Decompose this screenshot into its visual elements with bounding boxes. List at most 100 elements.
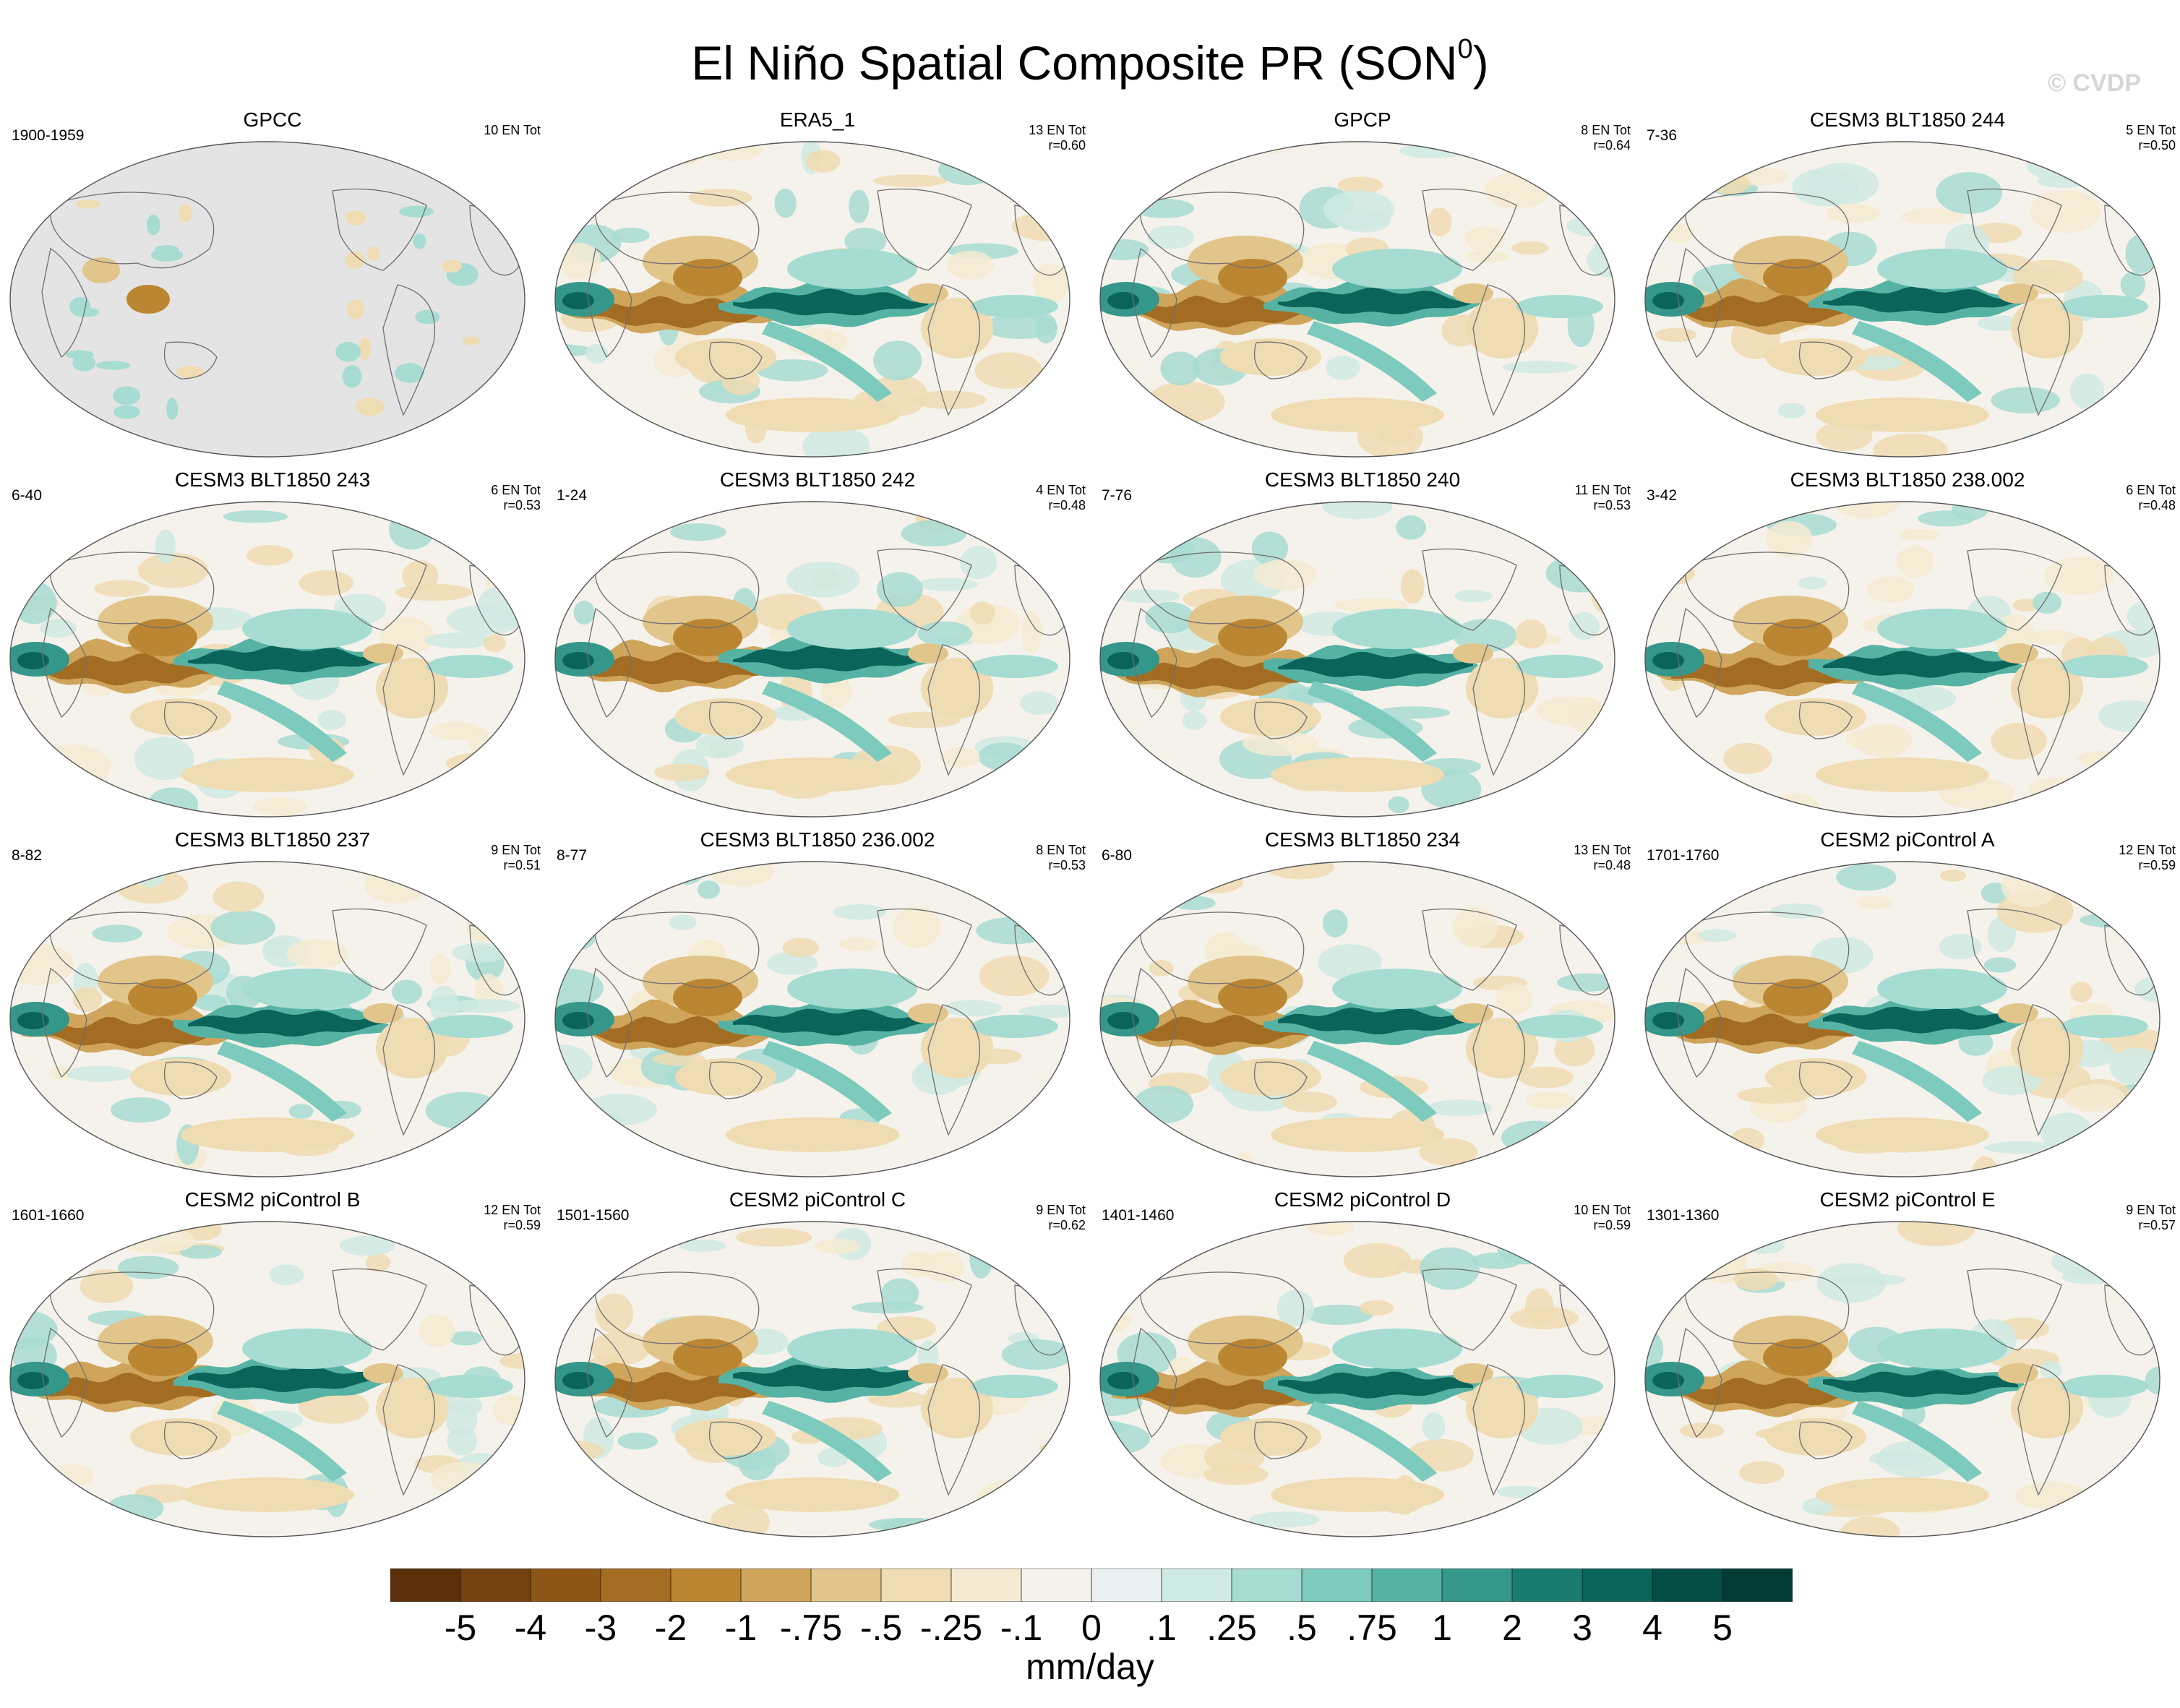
- panel-event-count: 10 EN Tot: [484, 123, 541, 137]
- title-close: ): [1472, 36, 1489, 90]
- map-panel: GPCC 1900-1959 10 EN Tot: [0, 108, 545, 463]
- panel-period: 8-77: [557, 847, 588, 864]
- colorbar-tick: 0: [1081, 1608, 1102, 1648]
- map-panel: CESM3 BLT1850 242 1-24 4 EN Tot r=0.48: [545, 468, 1090, 823]
- panel-title: CESM2 piControl D: [1274, 1188, 1451, 1211]
- map-panel: CESM2 piControl A 1701-1760 12 EN Tot r=0.5…: [1635, 828, 2180, 1183]
- map-plot: [554, 861, 1070, 1177]
- panel-period: 6-40: [12, 487, 43, 504]
- colorbar-box: [1511, 1568, 1583, 1602]
- panel-event-count: 13 EN Tot: [1574, 843, 1631, 857]
- panel-stats: 10 EN Tot: [484, 123, 541, 138]
- panel-period: 1601-1660: [12, 1207, 85, 1224]
- map-field: [555, 142, 1070, 457]
- map-panel: CESM3 BLT1850 240 7-76 11 EN Tot r=0.53: [1090, 468, 1635, 823]
- map-field: [10, 502, 525, 817]
- panel-pattern-correlation: r=0.59: [2138, 858, 2176, 872]
- map-field: [10, 142, 525, 457]
- panel-title: CESM3 BLT1850 237: [174, 828, 371, 851]
- panel-title: CESM3 BLT1850 236.002: [700, 828, 935, 851]
- map-field: [1645, 1222, 2160, 1537]
- map-plot: [554, 501, 1070, 817]
- colorbar-tick: 2: [1502, 1608, 1522, 1648]
- panel-stats: 6 EN Tot r=0.48: [2126, 483, 2176, 513]
- panel-event-count: 12 EN Tot: [484, 1203, 541, 1217]
- panel-title: GPCP: [1334, 108, 1391, 131]
- panel-period: 1501-1560: [557, 1207, 630, 1224]
- panel-stats: 11 EN Tot r=0.53: [1575, 483, 1631, 513]
- colorbar-box: [1021, 1568, 1092, 1602]
- panel-stats: 13 EN Tot r=0.60: [1029, 123, 1086, 153]
- map-plot: [554, 1221, 1070, 1537]
- panel-title: ERA5_1: [779, 108, 856, 131]
- panel-stats: 4 EN Tot r=0.48: [1036, 483, 1086, 513]
- map-plot: [1644, 501, 2160, 817]
- panel-period: 8-82: [12, 847, 43, 864]
- map-field: [10, 862, 525, 1177]
- panel-pattern-correlation: r=0.59: [1593, 1218, 1631, 1232]
- panel-title: CESM2 piControl C: [729, 1188, 906, 1211]
- map-plot: [1644, 861, 2160, 1177]
- map-panel: CESM2 piControl E 1301-1360 9 EN Tot r=0.57: [1635, 1188, 2180, 1542]
- colorbar-box: [1371, 1568, 1443, 1602]
- panel-stats: 8 EN Tot r=0.53: [1036, 843, 1086, 873]
- colorbar-box: [1582, 1568, 1653, 1602]
- colorbar-tick: .75: [1347, 1608, 1397, 1648]
- colorbar-box: [600, 1568, 671, 1602]
- map-plot: [9, 861, 525, 1177]
- panel-title: CESM3 BLT1850 244: [1809, 108, 2006, 131]
- colorbar-box: [1652, 1568, 1723, 1602]
- panel-stats: 9 EN Tot r=0.57: [2126, 1203, 2176, 1233]
- panel-pattern-correlation: r=0.50: [2138, 138, 2176, 153]
- map-panel: CESM3 BLT1850 243 6-40 6 EN Tot r=0.53: [0, 468, 545, 823]
- colorbar-tick: -.25: [919, 1608, 983, 1648]
- panel-pattern-correlation: r=0.57: [2138, 1218, 2176, 1232]
- panel-title: CESM2 piControl E: [1819, 1188, 1996, 1211]
- panel-stats: 8 EN Tot r=0.64: [1581, 123, 1631, 153]
- map-plot: [1099, 861, 1615, 1177]
- panel-stats: 9 EN Tot r=0.62: [1036, 1203, 1086, 1233]
- map-field: [1100, 142, 1615, 457]
- panel-pattern-correlation: r=0.59: [503, 1218, 541, 1232]
- panel-event-count: 6 EN Tot: [491, 483, 541, 497]
- panel-stats: 10 EN Tot r=0.59: [1574, 1203, 1631, 1233]
- map-panel: CESM3 BLT1850 244 7-36 5 EN Tot r=0.50: [1635, 108, 2180, 463]
- panel-pattern-correlation: r=0.48: [1593, 858, 1631, 872]
- colorbar-tick: -.1: [1000, 1608, 1043, 1648]
- map-panel: CESM2 piControl B 1601-1660 12 EN Tot r=0.5…: [0, 1188, 545, 1542]
- map-field: [10, 1222, 525, 1537]
- map-plot: [9, 1221, 525, 1537]
- map-field: [1645, 142, 2160, 457]
- colorbar-tick: -3: [584, 1608, 617, 1648]
- panel-period: 1701-1760: [1647, 847, 1720, 864]
- colorbar-tick: .1: [1146, 1608, 1177, 1648]
- colorbar-tick: -.75: [779, 1608, 843, 1648]
- panel-title: CESM3 BLT1850 242: [719, 468, 916, 491]
- panel-period: 1401-1460: [1102, 1207, 1175, 1224]
- panel-stats: 6 EN Tot r=0.53: [491, 483, 541, 513]
- map-plot: [1099, 141, 1615, 458]
- panel-pattern-correlation: r=0.64: [1593, 138, 1631, 153]
- colorbar-tick: -4: [514, 1608, 547, 1648]
- panel-pattern-correlation: r=0.48: [2138, 498, 2176, 512]
- colorbar-tick: 3: [1572, 1608, 1592, 1648]
- panel-title: CESM3 BLT1850 234: [1264, 828, 1461, 851]
- panel-title: CESM2 piControl A: [1820, 828, 1995, 851]
- colorbar-box: [740, 1568, 812, 1602]
- title-superscript: 0: [1457, 34, 1473, 64]
- map-panel: ERA5_1 13 EN Tot r=0.60: [545, 108, 1090, 463]
- map-panel: CESM2 piControl C 1501-1560 9 EN Tot r=0.62: [545, 1188, 1090, 1542]
- panel-stats: 9 EN Tot r=0.51: [491, 843, 541, 873]
- colorbar-box: [1091, 1568, 1162, 1602]
- panel-title: GPCC: [243, 108, 302, 131]
- panel-event-count: 13 EN Tot: [1029, 123, 1086, 137]
- panel-event-count: 12 EN Tot: [2119, 843, 2176, 857]
- colorbar-tick: -1: [724, 1608, 758, 1648]
- panel-event-count: 6 EN Tot: [2126, 483, 2176, 497]
- map-panel: CESM2 piControl D 1401-1460 10 EN Tot r=0.5…: [1090, 1188, 1635, 1542]
- panel-event-count: 8 EN Tot: [1581, 123, 1631, 137]
- colorbar-tick: .25: [1206, 1608, 1257, 1648]
- panel-event-count: 9 EN Tot: [491, 843, 541, 857]
- panel-event-count: 10 EN Tot: [1574, 1203, 1631, 1217]
- map-plot: [1644, 141, 2160, 458]
